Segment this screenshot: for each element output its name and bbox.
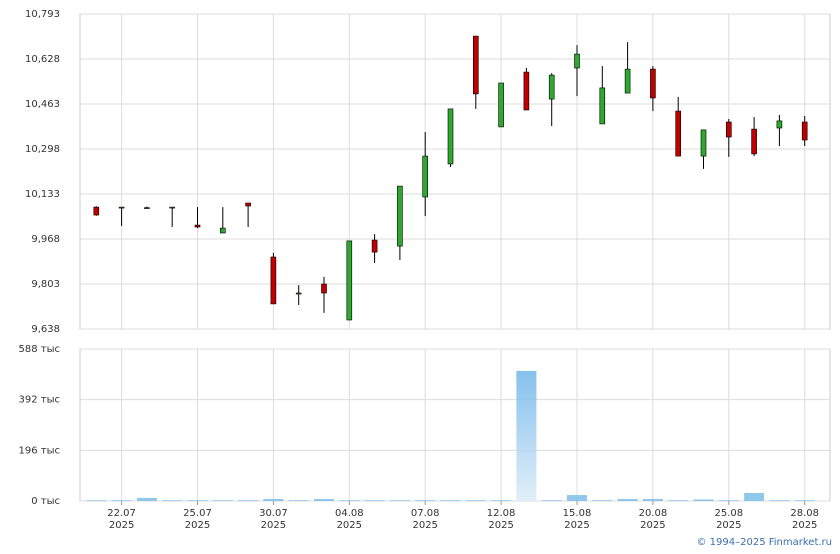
volume-bar bbox=[465, 500, 486, 501]
volume-bar bbox=[86, 500, 107, 501]
x-tick-year: 2025 bbox=[261, 520, 286, 531]
volume-bar bbox=[389, 500, 410, 501]
volume-panel bbox=[79, 348, 831, 502]
volume-bar bbox=[263, 498, 284, 501]
y-tick-label: 9,968 bbox=[31, 234, 60, 245]
x-tick-label: 25.08 bbox=[714, 508, 743, 519]
candle-body bbox=[650, 68, 656, 99]
candle-body bbox=[93, 206, 100, 216]
candle-body bbox=[675, 110, 682, 157]
x-tick-year: 2025 bbox=[640, 520, 665, 531]
candle-body bbox=[624, 68, 631, 94]
volume-bar bbox=[415, 500, 436, 501]
candle-body bbox=[118, 206, 125, 209]
volume-bar bbox=[187, 500, 208, 501]
candle-body bbox=[144, 207, 150, 209]
x-tick-year: 2025 bbox=[412, 520, 437, 531]
volume-tick-label: 196 тыс bbox=[19, 445, 60, 456]
x-tick-label: 04.08 bbox=[335, 508, 364, 519]
y-tick-label: 9,803 bbox=[31, 279, 60, 290]
x-tick-label: 22.07 bbox=[107, 508, 136, 519]
volume-bar bbox=[111, 500, 132, 501]
volume-bar bbox=[364, 500, 385, 501]
candle-body bbox=[447, 108, 454, 165]
x-tick-year: 2025 bbox=[716, 520, 741, 531]
volume-bar bbox=[162, 500, 183, 501]
volume-bar bbox=[668, 500, 689, 501]
volume-bar bbox=[794, 500, 815, 501]
x-tick-label: 07.08 bbox=[411, 508, 440, 519]
y-tick-label: 10,298 bbox=[25, 144, 60, 155]
volume-bar bbox=[592, 500, 613, 501]
candle-body bbox=[548, 74, 555, 100]
candle-body bbox=[194, 224, 201, 228]
volume-bar bbox=[238, 500, 259, 501]
volume-tick-label: 0 тыс bbox=[31, 496, 60, 507]
x-tick-year: 2025 bbox=[337, 520, 362, 531]
volume-bar bbox=[314, 498, 334, 501]
candle-body bbox=[725, 121, 732, 138]
candle-body bbox=[801, 121, 808, 141]
candle-body bbox=[295, 292, 302, 295]
candle-body bbox=[346, 240, 353, 321]
x-tick-year: 2025 bbox=[488, 520, 513, 531]
volume-tick-label: 392 тыс bbox=[19, 395, 60, 406]
candle-body bbox=[523, 71, 530, 111]
price-panel bbox=[79, 13, 831, 330]
y-tick-label: 10,463 bbox=[25, 99, 60, 110]
candle-body bbox=[472, 35, 479, 95]
volume-bar bbox=[744, 492, 765, 501]
volume-bar bbox=[136, 497, 157, 501]
x-tick-year: 2025 bbox=[792, 520, 817, 531]
volume-bar bbox=[693, 499, 714, 501]
x-tick-label: 28.08 bbox=[790, 508, 819, 519]
candle-body bbox=[245, 202, 251, 207]
candle-body bbox=[574, 53, 580, 69]
candle-body bbox=[321, 283, 327, 294]
candle-body bbox=[371, 239, 378, 253]
x-tick-year: 2025 bbox=[109, 520, 134, 531]
y-tick-label: 10,793 bbox=[25, 9, 60, 20]
candle-body bbox=[169, 206, 175, 209]
x-tick-label: 12.08 bbox=[487, 508, 516, 519]
candle-body bbox=[498, 82, 504, 128]
volume-bar bbox=[769, 500, 790, 501]
candle-body bbox=[270, 256, 277, 305]
y-tick-label: 9,638 bbox=[31, 324, 60, 335]
volume-bar bbox=[642, 498, 663, 501]
volume-bar bbox=[339, 500, 360, 501]
y-tick-label: 10,133 bbox=[25, 189, 60, 200]
volume-bar bbox=[718, 500, 739, 501]
volume-tick-label: 588 тыс bbox=[19, 344, 60, 355]
volume-bar bbox=[516, 370, 537, 501]
candle-body bbox=[397, 185, 403, 247]
x-tick-label: 30.07 bbox=[259, 508, 288, 519]
volume-bar bbox=[491, 500, 512, 501]
candle-body bbox=[776, 120, 783, 129]
volume-bar bbox=[212, 500, 233, 501]
candle-body bbox=[700, 129, 707, 157]
volume-bar bbox=[541, 500, 562, 501]
x-tick-label: 25.07 bbox=[183, 508, 212, 519]
volume-bar bbox=[567, 495, 587, 501]
y-tick-label: 10,628 bbox=[25, 54, 60, 65]
x-tick-year: 2025 bbox=[564, 520, 589, 531]
x-tick-year: 2025 bbox=[185, 520, 210, 531]
volume-bar bbox=[440, 500, 461, 501]
copyright: © 1994–2025 Finmarket.ru bbox=[696, 537, 832, 548]
candle-body bbox=[422, 155, 429, 198]
candle-body bbox=[599, 87, 606, 125]
candle-body bbox=[751, 128, 757, 155]
volume-bar bbox=[288, 500, 309, 501]
candle-body bbox=[220, 227, 226, 234]
x-tick-label: 15.08 bbox=[563, 508, 592, 519]
x-tick-label: 20.08 bbox=[639, 508, 668, 519]
volume-bar bbox=[617, 498, 638, 501]
